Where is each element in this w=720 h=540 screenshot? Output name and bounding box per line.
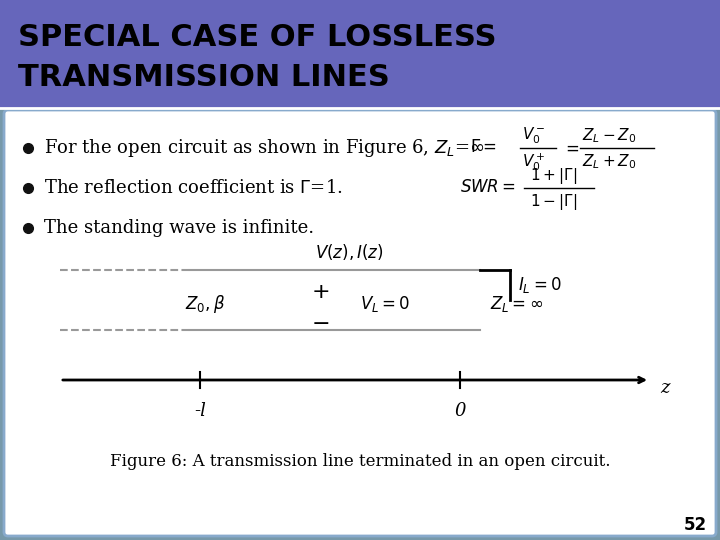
Text: -l: -l — [194, 402, 206, 420]
Text: Figure 6: A transmission line terminated in an open circuit.: Figure 6: A transmission line terminated… — [109, 454, 611, 470]
Text: $1+|\Gamma|$: $1+|\Gamma|$ — [530, 166, 577, 186]
Text: $V(z), I(z)$: $V(z), I(z)$ — [315, 242, 384, 262]
Text: $Z_0, \beta$: $Z_0, \beta$ — [185, 293, 225, 315]
Text: $=$: $=$ — [562, 139, 580, 157]
FancyBboxPatch shape — [4, 110, 716, 536]
Text: $Z_L - Z_0$: $Z_L - Z_0$ — [582, 127, 636, 145]
Text: 52: 52 — [683, 516, 706, 534]
Text: $I_L=0$: $I_L=0$ — [518, 275, 562, 295]
Text: $SWR =$: $SWR =$ — [460, 179, 516, 197]
Text: $Z_L=\infty$: $Z_L=\infty$ — [490, 294, 543, 314]
Text: The reflection coefficient is $\Gamma$=1.: The reflection coefficient is $\Gamma$=1… — [44, 179, 343, 197]
Text: TRANSMISSION LINES: TRANSMISSION LINES — [18, 64, 390, 92]
Text: SPECIAL CASE OF LOSSLESS: SPECIAL CASE OF LOSSLESS — [18, 24, 497, 52]
Text: The standing wave is infinite.: The standing wave is infinite. — [44, 219, 314, 237]
Text: $V_0^+$: $V_0^+$ — [522, 151, 546, 173]
Text: z: z — [660, 379, 670, 397]
Text: 0: 0 — [454, 402, 466, 420]
Text: For the open circuit as shown in Figure 6, $Z_L$=$\infty$: For the open circuit as shown in Figure … — [44, 137, 485, 159]
Text: $V_L=0$: $V_L=0$ — [360, 294, 410, 314]
Text: $1-|\Gamma|$: $1-|\Gamma|$ — [530, 192, 577, 212]
Text: $+$: $+$ — [311, 281, 329, 303]
Bar — [0, 0, 720, 108]
Text: $\Gamma =$: $\Gamma =$ — [470, 139, 497, 157]
Text: $Z_L + Z_0$: $Z_L + Z_0$ — [582, 153, 636, 171]
Text: $V_0^-$: $V_0^-$ — [522, 126, 546, 146]
Text: $-$: $-$ — [311, 311, 329, 333]
